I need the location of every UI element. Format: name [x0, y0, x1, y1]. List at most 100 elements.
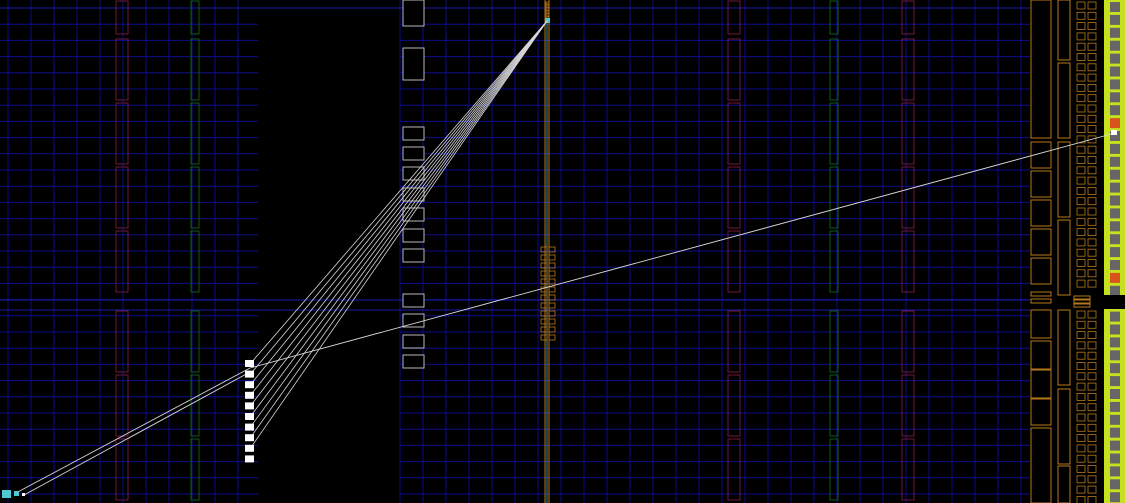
- placed-cells[interactable]: [2, 130, 1117, 498]
- hard-block: [402, 228, 425, 243]
- io-pad: [1110, 131, 1120, 141]
- bram-tile: [190, 38, 200, 101]
- io-logic-block: [1030, 257, 1052, 285]
- dsp-tile: [115, 38, 129, 101]
- io-slice: [1076, 362, 1086, 370]
- io-logic-block: [1073, 295, 1091, 300]
- hard-block: [402, 126, 425, 141]
- io-slice: [1087, 465, 1097, 473]
- selected-cell[interactable]: [245, 434, 254, 442]
- io-logic-block: [1030, 309, 1052, 339]
- io-pad: [1110, 492, 1120, 503]
- fanout-net: [249, 20, 548, 365]
- io-logic-block: [1057, 309, 1071, 386]
- hard-block: [402, 166, 425, 181]
- resource-columns: [115, 0, 915, 501]
- slice-cell: [548, 286, 556, 293]
- io-slice: [1087, 362, 1097, 370]
- io-logic-block: [1057, 62, 1071, 139]
- io-pad-selected: [1110, 118, 1120, 129]
- selected-cell[interactable]: [245, 360, 254, 367]
- hard-block: [402, 0, 425, 27]
- io-logic-block: [1057, 465, 1071, 503]
- io-bank-gap: [1103, 295, 1125, 308]
- fanout-net: [249, 20, 548, 375]
- io-slice: [1076, 310, 1086, 319]
- io-slice: [1076, 94, 1086, 103]
- io-logic-block: [1057, 388, 1071, 465]
- fanout-net: [249, 20, 548, 418]
- selected-cell[interactable]: [245, 455, 254, 463]
- dsp-tile: [901, 0, 915, 35]
- selected-cell[interactable]: [245, 423, 254, 431]
- slice-cell: [548, 326, 556, 333]
- io-slice: [1087, 135, 1097, 144]
- io-slice: [1076, 42, 1086, 51]
- clock-buffer-slice: [545, 13, 550, 17]
- slice-cell: [540, 302, 548, 309]
- io-logic-block: [1030, 141, 1052, 169]
- selected-cell[interactable]: [245, 391, 254, 399]
- io-pad: [1110, 92, 1120, 103]
- bram-tile: [190, 230, 200, 293]
- routed-nets: [13, 20, 1116, 496]
- slice-cell: [540, 286, 548, 293]
- io-pad: [1110, 14, 1120, 25]
- slice-cell: [540, 294, 548, 301]
- hard-block: [402, 47, 425, 81]
- io-slice: [1087, 84, 1097, 92]
- io-slice: [1076, 485, 1086, 494]
- selected-cell[interactable]: [245, 370, 254, 378]
- io-pad: [1110, 234, 1120, 245]
- io-slice: [1076, 1, 1086, 10]
- io-slice: [1076, 217, 1086, 226]
- io-pad: [1110, 143, 1120, 154]
- hard-block: [402, 146, 425, 161]
- io-pad: [1110, 311, 1120, 322]
- fanout-net: [249, 20, 548, 407]
- io-slice: [1076, 454, 1086, 463]
- long-net: [249, 132, 1116, 369]
- io-slice: [1076, 434, 1086, 443]
- dsp-tile: [115, 0, 129, 35]
- io-slice: [1087, 475, 1097, 484]
- io-slice: [1076, 63, 1086, 72]
- io-cell[interactable]: [2, 490, 11, 498]
- io-slice: [1087, 423, 1097, 432]
- io-logic-block: [1030, 170, 1052, 198]
- io-pad: [1110, 350, 1120, 361]
- selected-cell[interactable]: [245, 402, 254, 410]
- selected-cell[interactable]: [1111, 130, 1117, 135]
- io-slice: [1087, 42, 1097, 51]
- dsp-tile: [901, 102, 915, 165]
- io-slice: [1087, 145, 1097, 154]
- io-slice: [1087, 32, 1097, 41]
- io-logic-block: [1073, 299, 1091, 304]
- io-net: [23, 371, 251, 496]
- io-slice: [1087, 320, 1097, 329]
- dsp-tile: [727, 102, 741, 165]
- dsp-tile: [115, 230, 129, 293]
- selected-cell[interactable]: [245, 444, 254, 452]
- slice-cell: [540, 326, 548, 333]
- dsp-tile: [727, 310, 741, 373]
- bram-tile: [829, 38, 839, 101]
- selected-cell[interactable]: [22, 493, 25, 496]
- dsp-tile: [115, 166, 129, 229]
- io-slice: [1076, 166, 1086, 175]
- dsp-tile: [727, 0, 741, 35]
- io-pad: [1110, 2, 1120, 12]
- dsp-tile: [115, 438, 129, 501]
- io-slice: [1076, 156, 1086, 164]
- selected-cell[interactable]: [245, 413, 254, 420]
- io-cell[interactable]: [14, 491, 19, 496]
- io-pad-selected: [1110, 272, 1120, 283]
- clock-buffer-slice: [545, 1, 550, 5]
- selected-cell[interactable]: [245, 381, 254, 389]
- io-pad: [1110, 401, 1120, 412]
- bram-tile: [190, 0, 200, 35]
- io-slice: [1087, 104, 1097, 113]
- io-pad: [1110, 221, 1120, 232]
